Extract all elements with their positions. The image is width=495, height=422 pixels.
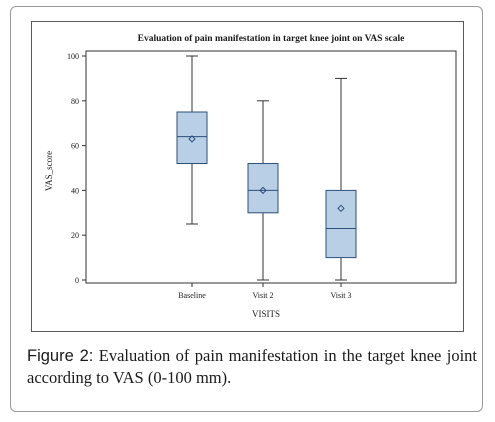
box-marks <box>176 55 357 281</box>
y-axis-label: VAS_score <box>44 151 54 191</box>
iqr-box <box>325 189 357 259</box>
box-group-baseline <box>176 55 208 225</box>
x-tick-label: Visit 2 <box>252 291 273 300</box>
caption-label: Figure 2: <box>27 347 94 365</box>
y-tick-label: 20 <box>71 231 79 240</box>
x-tick-label: Baseline <box>178 291 206 300</box>
chart-title: Evaluation of pain manifestation in targ… <box>138 34 405 44</box>
y-tick-label: 80 <box>71 97 79 106</box>
y-tick-label: 0 <box>75 276 79 285</box>
caption-text: Evaluation of pain manifestation in the … <box>27 346 477 387</box>
x-axis-label: VISITS <box>252 309 280 319</box>
box-plot-chart: Evaluation of pain manifestation in targ… <box>44 34 457 319</box>
axes: 0 20 40 60 80 100 Baseline Visit 2 Visit 3 <box>67 50 457 300</box>
y-tick-label: 40 <box>71 186 79 195</box>
box-group-visit-2 <box>247 100 279 281</box>
iqr-box <box>247 163 279 214</box>
figure-caption: Figure 2: Evaluation of pain manifestati… <box>27 345 477 388</box>
x-tick-label: Visit 3 <box>330 291 351 300</box>
y-tick-label: 100 <box>67 52 79 61</box>
y-tick-label: 60 <box>71 142 79 151</box>
plot-area-border <box>85 50 457 284</box>
box-group-visit-3 <box>325 77 357 281</box>
mean-marker <box>337 204 345 213</box>
mean-marker <box>259 186 267 195</box>
iqr-box <box>176 111 208 165</box>
mean-marker <box>188 135 196 143</box>
